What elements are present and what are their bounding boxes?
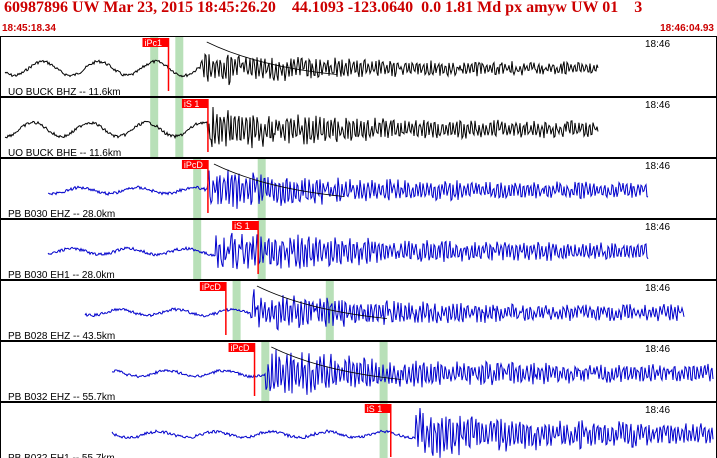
pick-label: iS 1 xyxy=(184,99,200,109)
event-header: 60987896 UW Mar 23, 2015 18:45:26.20 44.… xyxy=(0,0,717,34)
phase-window xyxy=(175,97,184,158)
station-label: PB B032 EH1 -- 55.7km xyxy=(8,453,115,458)
trace-panel[interactable]: iPcD PB B030 EHZ -- 28.0km 18:46 xyxy=(0,158,717,220)
phase-window xyxy=(150,36,159,97)
panel-time-label: 18:46 xyxy=(645,283,670,294)
station-label: UO BUCK BHE -- 11.6km xyxy=(8,148,121,159)
window-start-time: 18:45:18.34 xyxy=(2,23,56,34)
pick-label: iS 1 xyxy=(234,221,250,231)
panel-time-label: 18:46 xyxy=(645,100,670,111)
phase-window xyxy=(150,97,159,158)
waveform xyxy=(4,106,599,149)
coda-curve xyxy=(256,285,387,319)
station-label: PB B032 EHZ -- 55.7km xyxy=(8,392,115,403)
waveform xyxy=(111,407,714,458)
pick-label: iPcD xyxy=(184,160,204,170)
panel-time-label: 18:46 xyxy=(645,161,670,172)
window-end-time: 18:46:04.93 xyxy=(660,23,714,34)
phase-window xyxy=(175,36,184,97)
trace-panel[interactable]: iS 1 PB B030 EH1 -- 28.0km 18:46 xyxy=(0,219,717,281)
station-label: UO BUCK BHZ -- 11.6km xyxy=(8,87,121,98)
trace-panel[interactable]: iPc1 UO BUCK BHZ -- 11.6km 18:46 xyxy=(0,36,717,98)
waveform xyxy=(84,289,685,331)
phase-window xyxy=(261,341,270,402)
coda-curve xyxy=(271,346,402,380)
pick-flag[interactable] xyxy=(228,343,255,352)
pick-label: iPcD xyxy=(231,343,251,353)
panel-border xyxy=(0,402,717,458)
pick-flag[interactable] xyxy=(364,404,391,413)
station-label: PB B030 EH1 -- 28.0km xyxy=(8,270,115,281)
trace-panel[interactable]: iS 1 PB B032 EH1 -- 55.7km 18:46 xyxy=(0,402,717,458)
pick-label: iPcD xyxy=(202,282,222,292)
trace-panel[interactable]: iPcD PB B032 EHZ -- 55.7km 18:46 xyxy=(0,341,717,403)
waveform xyxy=(47,232,649,270)
coda-curve xyxy=(213,163,344,197)
waveform xyxy=(47,169,649,209)
coda-curve xyxy=(206,41,337,75)
event-title: 60987896 UW Mar 23, 2015 18:45:26.20 44.… xyxy=(4,0,643,16)
pick-flag[interactable] xyxy=(181,99,208,108)
phase-window xyxy=(193,219,202,280)
pick-flag[interactable] xyxy=(142,38,169,47)
panel-time-label: 18:46 xyxy=(645,39,670,50)
waveform xyxy=(111,349,714,395)
trace-panel[interactable]: iS 1 UO BUCK BHE -- 11.6km 18:46 xyxy=(0,97,717,159)
panel-time-label: 18:46 xyxy=(645,344,670,355)
panel-time-label: 18:46 xyxy=(645,405,670,416)
phase-window xyxy=(379,402,388,458)
pick-label: iPc1 xyxy=(144,38,162,48)
pick-flag[interactable] xyxy=(199,282,226,291)
station-label: PB B030 EHZ -- 28.0km xyxy=(8,209,115,220)
waveform xyxy=(4,53,599,86)
pick-label: iS 1 xyxy=(367,404,383,414)
panel-time-label: 18:46 xyxy=(645,222,670,233)
station-label: PB B028 EHZ -- 43.5km xyxy=(8,331,115,342)
phase-window xyxy=(193,158,202,219)
pick-flag[interactable] xyxy=(232,221,259,230)
pick-flag[interactable] xyxy=(181,160,208,169)
trace-panel[interactable]: iPcD PB B028 EHZ -- 43.5km 18:46 xyxy=(0,280,717,342)
